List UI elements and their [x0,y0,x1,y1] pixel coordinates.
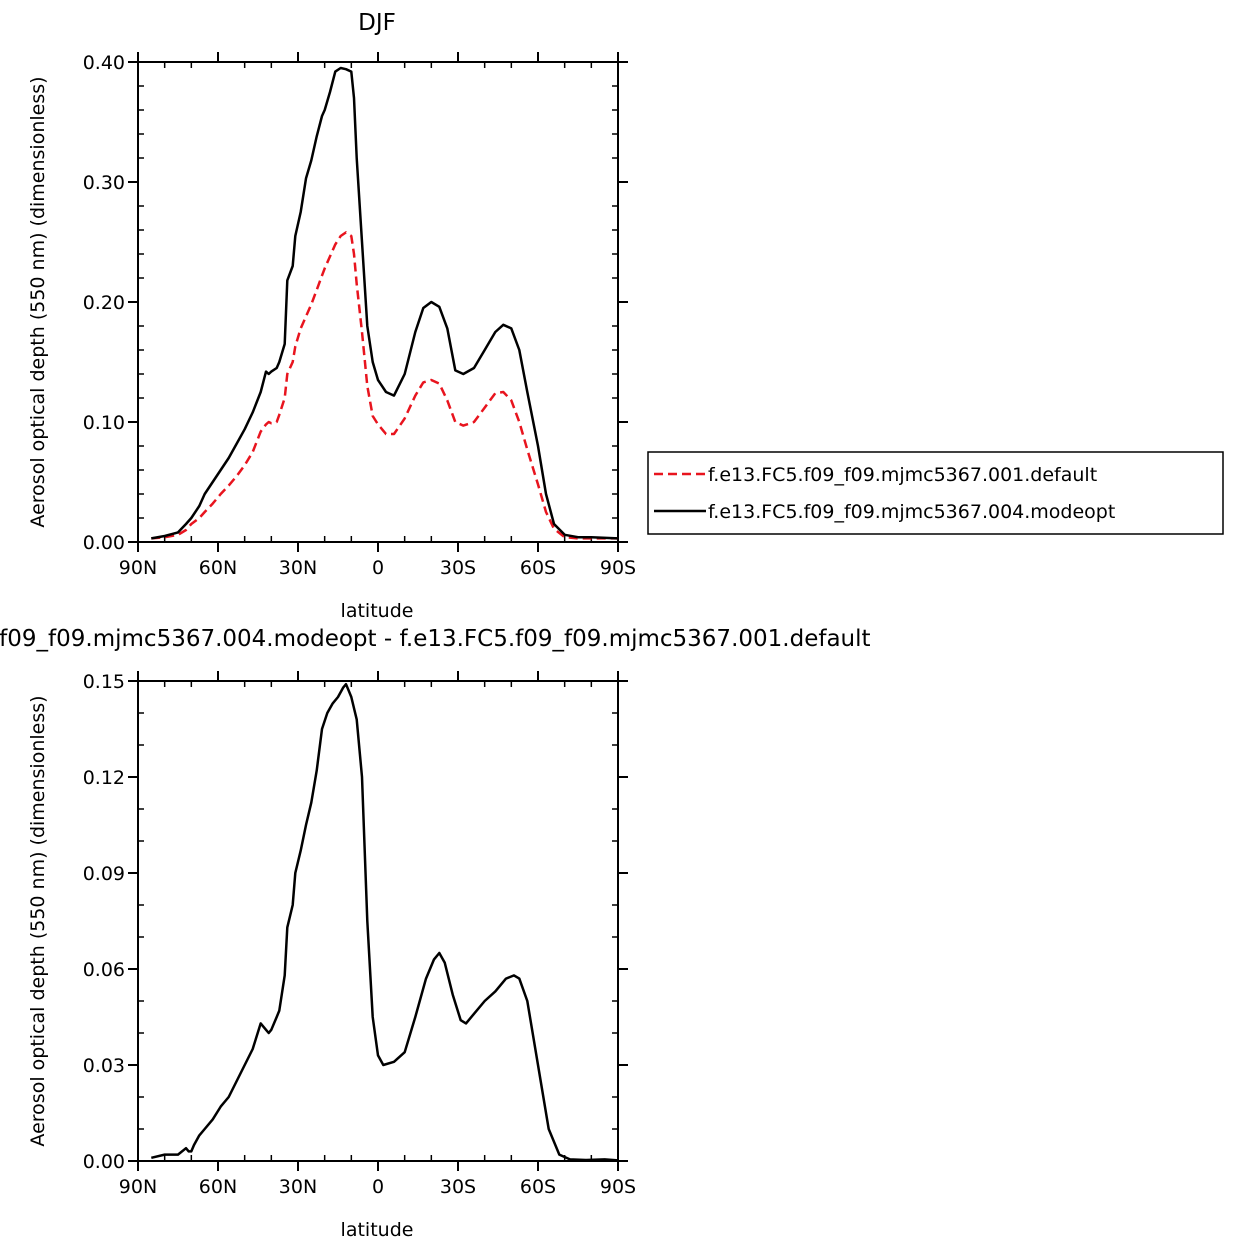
bottom-plot-frame [137,680,619,1162]
top-x-tick-label: 60N [199,557,237,579]
top-x-axis-title: latitude [341,600,414,622]
bottom-y-tick-label: 0.12 [83,767,125,789]
top-plot-area: 90N 60N 30N 0 30S 60S 90S 0.00 0.10 0.20 0.30 0.40 [83,52,636,579]
top-x-tick-label: 30N [279,557,317,579]
bottom-x-tick-label: 0 [372,1176,384,1198]
bottom-y-tick-label: 0.09 [83,863,125,885]
bottom-panel: f.e13.FC5.f09_f09.mjmc5367.004.modeopt -… [0,626,871,1241]
bottom-y-tick-label: 0.15 [83,671,125,693]
top-x-tick-label: 30S [440,557,476,579]
bottom-x-tick-label: 90N [119,1176,157,1198]
top-series-line-1 [151,231,618,540]
top-x-tick-label: 60S [520,557,556,579]
bottom-series-line-1 [151,682,619,1162]
top-x-tick-label: 90N [119,557,157,579]
top-y-tick-label: 0.30 [83,172,125,194]
top-chart-title: DJF [358,10,396,36]
legend-label-default: f.e13.FC5.f09_f09.mjmc5367.001.default [708,464,1097,486]
top-x-tick-label: 0 [372,557,384,579]
bottom-x-tick-label: 30N [279,1176,317,1198]
top-plot-frame [137,61,619,543]
top-series-line-2 [151,66,619,540]
bottom-y-axis-title: Aerosol optical depth (550 nm) (dimensio… [27,695,49,1146]
top-y-axis-title: Aerosol optical depth (550 nm) (dimensio… [27,76,49,527]
legend-box [647,451,1224,535]
top-y-tick-label: 0.40 [83,52,125,74]
bottom-chart-title: f.e13.FC5.f09_f09.mjmc5367.004.modeopt -… [0,626,871,652]
bottom-x-tick-label: 30S [440,1176,476,1198]
legend: f.e13.FC5.f09_f09.mjmc5367.001.default f… [647,451,1224,535]
bottom-x-tick-label: 90S [600,1176,636,1198]
bottom-y-tick-label: 0.00 [83,1151,125,1173]
top-panel: DJF 90N 60N 30N 0 30S 60S 90S 0.00 0.10 0.20 0.30 0… [27,10,1224,622]
top-y-tick-label: 0.20 [83,292,125,314]
bottom-x-tick-label: 60N [199,1176,237,1198]
bottom-y-tick-label: 0.03 [83,1055,125,1077]
bottom-y-tick-label: 0.06 [83,959,125,981]
bottom-x-tick-label: 60S [520,1176,556,1198]
top-x-tick-label: 90S [600,557,636,579]
top-y-tick-label: 0.10 [83,412,125,434]
bottom-x-axis-title: latitude [341,1219,414,1241]
legend-label-modeopt: f.e13.FC5.f09_f09.mjmc5367.004.modeopt [708,501,1115,523]
top-y-tick-label: 0.00 [83,532,125,554]
bottom-plot-area: 90N 60N 30N 0 30S 60S 90S 0.00 0.03 0.06 0.09 0.12 0… [83,671,636,1198]
